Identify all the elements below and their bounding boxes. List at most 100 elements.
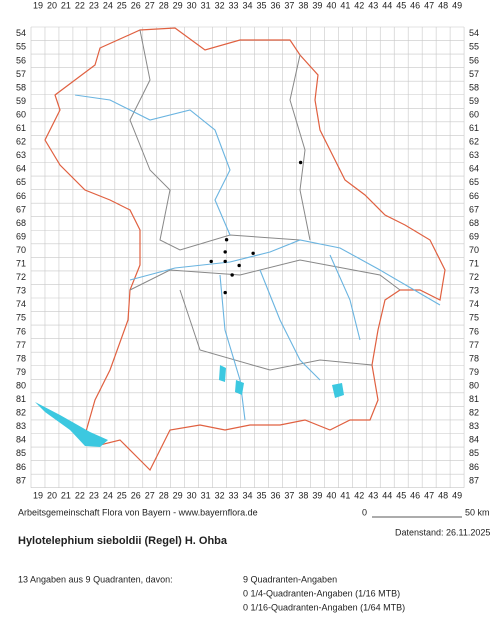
row-label: 69 [16,231,26,241]
row-label: 54 [469,28,479,38]
row-label: 76 [469,326,479,336]
row-label: 78 [469,353,479,363]
lake-bodensee [35,402,108,447]
column-label: 31 [201,0,211,10]
column-label: 47 [424,490,434,500]
column-label: 44 [382,490,392,500]
column-label: 19 [33,0,43,10]
occurrence-dot [223,250,227,254]
row-label: 65 [469,177,479,187]
column-label: 29 [173,490,183,500]
column-label: 40 [326,0,336,10]
row-label: 56 [469,55,479,65]
column-label: 22 [75,490,85,500]
column-label: 21 [61,490,71,500]
column-label: 42 [354,0,364,10]
row-label: 75 [16,313,26,323]
row-label: 59 [16,96,26,106]
row-label: 70 [469,245,479,255]
column-label: 46 [410,0,420,10]
column-label: 39 [312,490,322,500]
row-label: 79 [16,367,26,377]
column-label: 25 [117,490,127,500]
column-label: 44 [382,0,392,10]
row-label: 85 [469,448,479,458]
occurrence-dot [298,160,303,165]
column-label: 26 [131,490,141,500]
row-label: 73 [469,286,479,296]
rivers [74,94,441,421]
grid: 19 19 20 20 21 21 22 22 23 23 24 24 25 25 26 26 27 27 28 28… [16,0,479,500]
column-label: 49 [452,0,462,10]
row-label: 61 [469,123,479,133]
column-label: 41 [340,490,350,500]
row-label: 77 [469,340,479,350]
column-label: 38 [298,0,308,10]
column-label: 48 [438,0,448,10]
column-label: 37 [284,0,294,10]
scale-start: 0 [362,507,367,517]
row-label: 57 [16,69,26,79]
row-label: 82 [469,408,479,418]
occurrence-dot [224,238,229,242]
column-label: 30 [187,0,197,10]
column-label: 21 [61,0,71,10]
row-label: 81 [469,394,479,404]
row-label: 65 [16,177,26,187]
column-label: 42 [354,490,364,500]
column-label: 36 [270,0,280,10]
row-label: 71 [469,259,479,269]
column-label: 37 [284,490,294,500]
column-label: 24 [103,490,113,500]
row-label: 63 [16,150,26,160]
count-line: 0 1/4-Quadranten-Angaben (1/16 MTB) [243,588,400,598]
row-label: 87 [469,475,479,485]
row-label: 87 [16,475,26,485]
district-borders [129,29,401,371]
date: Datenstand: 26.11.2025 [395,527,490,537]
row-label: 79 [469,367,479,377]
row-label: 66 [469,191,479,201]
row-label: 85 [16,448,26,458]
row-label: 68 [16,218,26,228]
column-label: 22 [75,0,85,10]
column-label: 39 [312,0,322,10]
column-label: 43 [368,490,378,500]
row-label: 72 [469,272,479,282]
column-label: 36 [270,490,280,500]
row-label: 70 [16,245,26,255]
column-label: 27 [145,0,155,10]
column-label: 47 [424,0,434,10]
row-label: 77 [16,340,26,350]
row-label: 67 [469,204,479,214]
row-label: 86 [469,462,479,472]
column-label: 40 [326,490,336,500]
row-label: 83 [16,421,26,431]
column-label: 29 [173,0,183,10]
column-label: 33 [229,0,239,10]
column-label: 34 [243,0,253,10]
column-label: 23 [89,0,99,10]
column-label: 32 [215,0,225,10]
column-label: 20 [47,0,57,10]
scale-end: 50 km [465,507,490,517]
column-label: 38 [298,490,308,500]
column-label: 48 [438,490,448,500]
row-label: 60 [16,109,26,119]
points [209,160,303,295]
row-label: 59 [469,96,479,106]
row-label: 78 [16,353,26,363]
column-label: 30 [187,490,197,500]
row-label: 66 [16,191,26,201]
row-label: 64 [16,164,26,174]
column-label: 45 [396,0,406,10]
count-line: 0 1/16-Quadranten-Angaben (1/64 MTB) [243,602,405,612]
row-label: 86 [16,462,26,472]
row-label: 72 [16,272,26,282]
row-label: 60 [469,109,479,119]
column-label: 46 [410,490,420,500]
row-label: 58 [16,82,26,92]
column-label: 35 [256,0,266,10]
row-label: 80 [16,380,26,390]
column-label: 43 [368,0,378,10]
